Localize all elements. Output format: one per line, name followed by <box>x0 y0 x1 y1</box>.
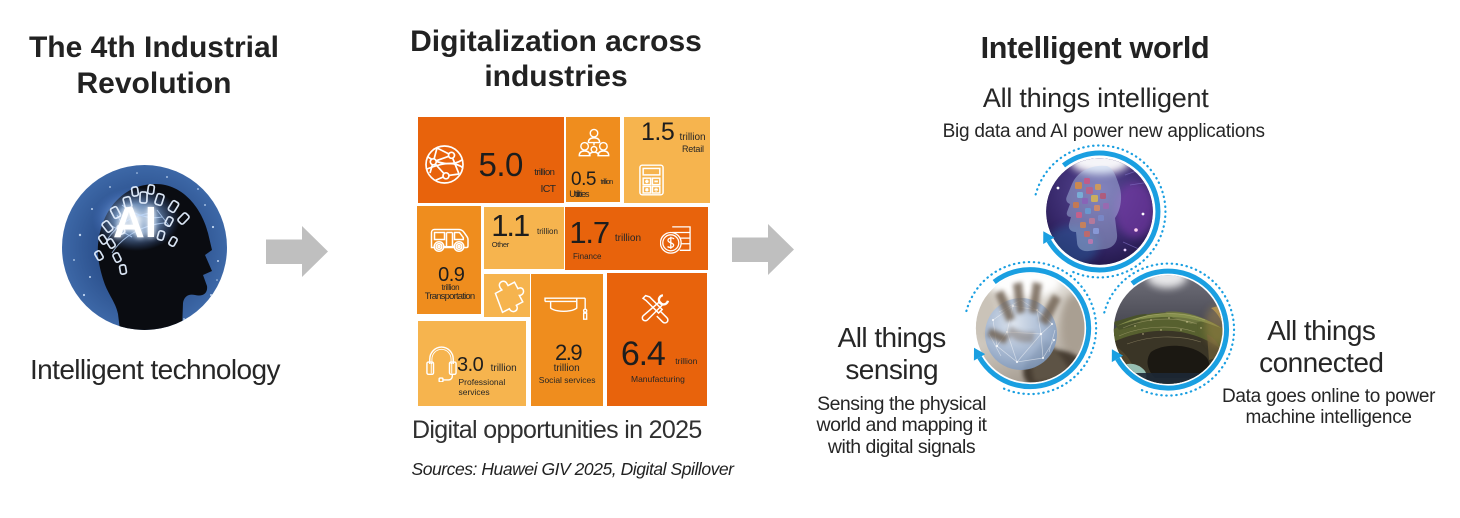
svg-text:AI: AI <box>113 198 157 247</box>
svg-text:AI: AI <box>113 198 157 247</box>
